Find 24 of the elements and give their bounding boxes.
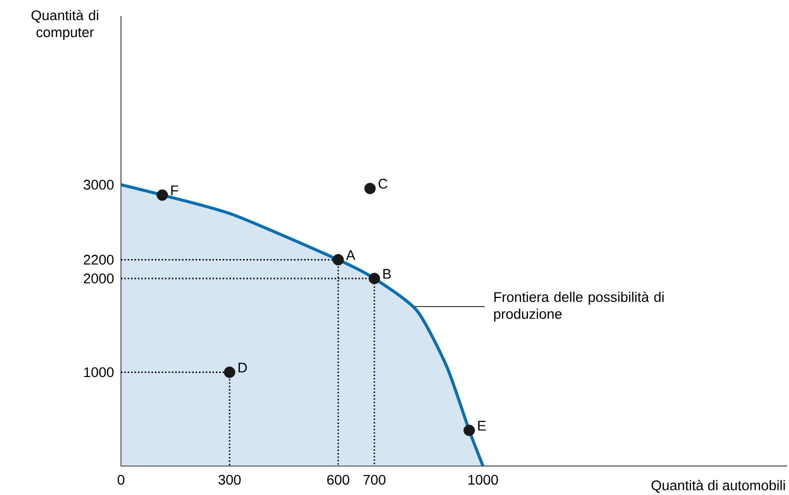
y-axis-title: Quantità di computer — [32, 10, 98, 40]
x-tick-label: 700 — [363, 474, 386, 485]
x-tick-label: 600 — [327, 474, 350, 485]
x-tick-label: 0 — [118, 474, 124, 485]
y-tick-label: 1000 — [84, 367, 114, 378]
x-tick-label: 300 — [218, 474, 241, 485]
annotation: B — [383, 269, 391, 279]
point — [156, 189, 168, 201]
y-tick-label: 2000 — [84, 274, 114, 284]
point — [368, 272, 380, 284]
text: Frontiera delle possibilità di produzione — [494, 292, 664, 322]
point — [464, 424, 475, 436]
point — [364, 182, 376, 194]
point — [224, 366, 236, 378]
x-tick-label: 1000 — [468, 474, 498, 485]
annotation: A — [346, 250, 356, 260]
annotation: D — [238, 362, 247, 372]
x-axis-title: Quantità di automobili — [652, 480, 785, 493]
y-tick-label: 2200 — [84, 254, 114, 265]
annotation: C — [378, 178, 388, 189]
annotation: E — [478, 420, 486, 431]
annotation: F — [171, 186, 178, 196]
y-tick-label: 3000 — [84, 180, 114, 190]
point — [332, 254, 344, 266]
